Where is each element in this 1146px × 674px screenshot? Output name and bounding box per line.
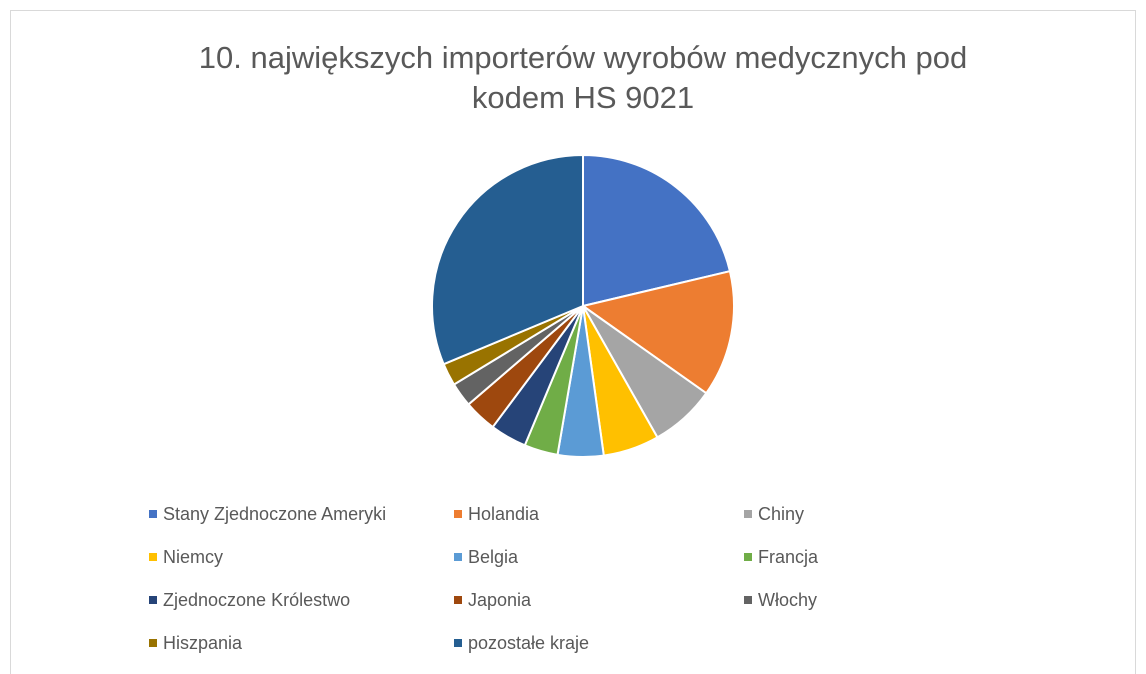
- legend-label: Zjednoczone Królestwo: [163, 590, 350, 610]
- pie-slice: [580, 270, 735, 395]
- legend-label: Stany Zjednoczone Ameryki: [163, 504, 386, 524]
- chart-title: 10. największych importerów wyrobów medy…: [198, 40, 968, 115]
- legend-label: Japonia: [468, 590, 532, 610]
- legend-swatch: [744, 596, 752, 604]
- legend-swatch: [149, 596, 157, 604]
- legend-label: Hiszpania: [163, 633, 243, 653]
- legend-label: Francja: [758, 547, 819, 567]
- legend-swatch: [744, 510, 752, 518]
- legend-label: Belgia: [468, 547, 519, 567]
- legend-swatch: [454, 596, 462, 604]
- legend-label: Holandia: [468, 504, 540, 524]
- legend-swatch: [454, 553, 462, 561]
- pie-slice: [431, 153, 584, 366]
- legend-label: Chiny: [758, 504, 804, 524]
- legend-swatch: [454, 510, 462, 518]
- chart-frame: [10, 10, 1136, 674]
- legend-swatch: [149, 553, 157, 561]
- legend-swatch: [744, 553, 752, 561]
- legend-label: Włochy: [758, 590, 817, 610]
- legend-swatch: [454, 639, 462, 647]
- legend-swatch: [149, 510, 157, 518]
- legend-swatch: [149, 639, 157, 647]
- legend-label: pozostałe kraje: [468, 633, 589, 653]
- legend-label: Niemcy: [163, 547, 223, 567]
- pie-slice: [582, 153, 732, 308]
